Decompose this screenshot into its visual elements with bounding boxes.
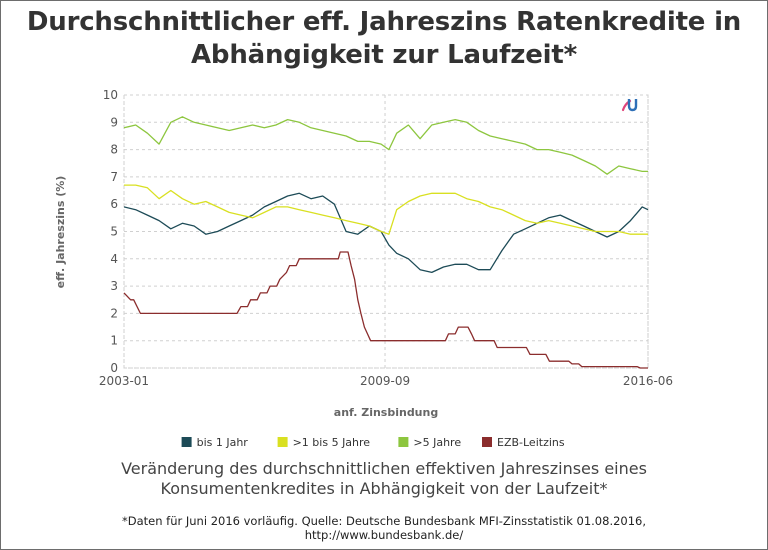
legend-swatch — [482, 437, 492, 447]
y-tick-label: 4 — [110, 252, 118, 266]
y-tick-label: 3 — [110, 279, 118, 293]
caption-line-1: Veränderung des durchschnittlichen effek… — [121, 459, 647, 478]
series-line-1 — [123, 192, 649, 274]
y-axis-label: eff. Jahreszins (%) — [54, 176, 67, 289]
source-line-1: *Daten für Juni 2016 vorläufig. Quelle: … — [121, 514, 647, 528]
legend-label: bis 1 Jahr — [197, 436, 249, 449]
series-line-2 — [124, 184, 648, 235]
legend-label: EZB-Leitzins — [497, 436, 565, 449]
grid-lines — [123, 94, 649, 369]
legend-swatch — [277, 437, 288, 447]
chart-title-line-1: Durchschnittlicher eff. Jahreszins Raten… — [26, 7, 742, 37]
y-tick-label: 8 — [110, 143, 118, 157]
y-tick-label: 9 — [110, 115, 118, 129]
chart-title-line-2: Abhängigkeit zur Laufzeit* — [190, 40, 577, 70]
y-tick-label: 10 — [103, 88, 118, 102]
x-tick-label: 2003-01 — [99, 374, 149, 388]
chart-title: Durchschnittlicher eff. Jahreszins Raten… — [0, 6, 768, 72]
chart-caption: Veränderung des durchschnittlichen effek… — [0, 459, 768, 499]
legend-label: >1 bis 5 Jahre — [293, 436, 371, 449]
caption-line-2: Konsumentenkredites in Abhängigkeit von … — [160, 479, 608, 498]
series-line-3 — [123, 116, 648, 175]
legend-swatch — [398, 437, 409, 447]
legend-swatch — [181, 437, 192, 447]
series-line-4 — [123, 251, 648, 369]
source-note: *Daten für Juni 2016 vorläufig. Quelle: … — [0, 514, 768, 542]
brand-logo-icon — [621, 99, 638, 112]
legend: bis 1 Jahr >1 bis 5 Jahre >5 Jahre EZB-Leit… — [181, 436, 565, 449]
x-axis-ticks: 2003-01 2009-09 2016-06 — [99, 374, 673, 388]
y-tick-label: 2 — [110, 306, 118, 320]
data-series — [123, 116, 649, 369]
y-tick-label: 1 — [110, 334, 118, 348]
x-tick-label: 2009-09 — [360, 374, 410, 388]
x-tick-label: 2016-06 — [623, 374, 673, 388]
y-tick-label: 5 — [110, 225, 118, 239]
y-tick-label: 6 — [110, 197, 118, 211]
x-axis-label: anf. Zinsbindung — [334, 406, 438, 419]
y-axis-ticks: 0 1 2 3 4 5 6 7 8 9 10 — [103, 88, 118, 375]
y-tick-label: 7 — [110, 170, 118, 184]
legend-label: >5 Jahre — [413, 436, 461, 449]
source-line-2: http://www.bundesbank.de/ — [304, 528, 464, 542]
y-tick-label: 0 — [110, 361, 118, 375]
